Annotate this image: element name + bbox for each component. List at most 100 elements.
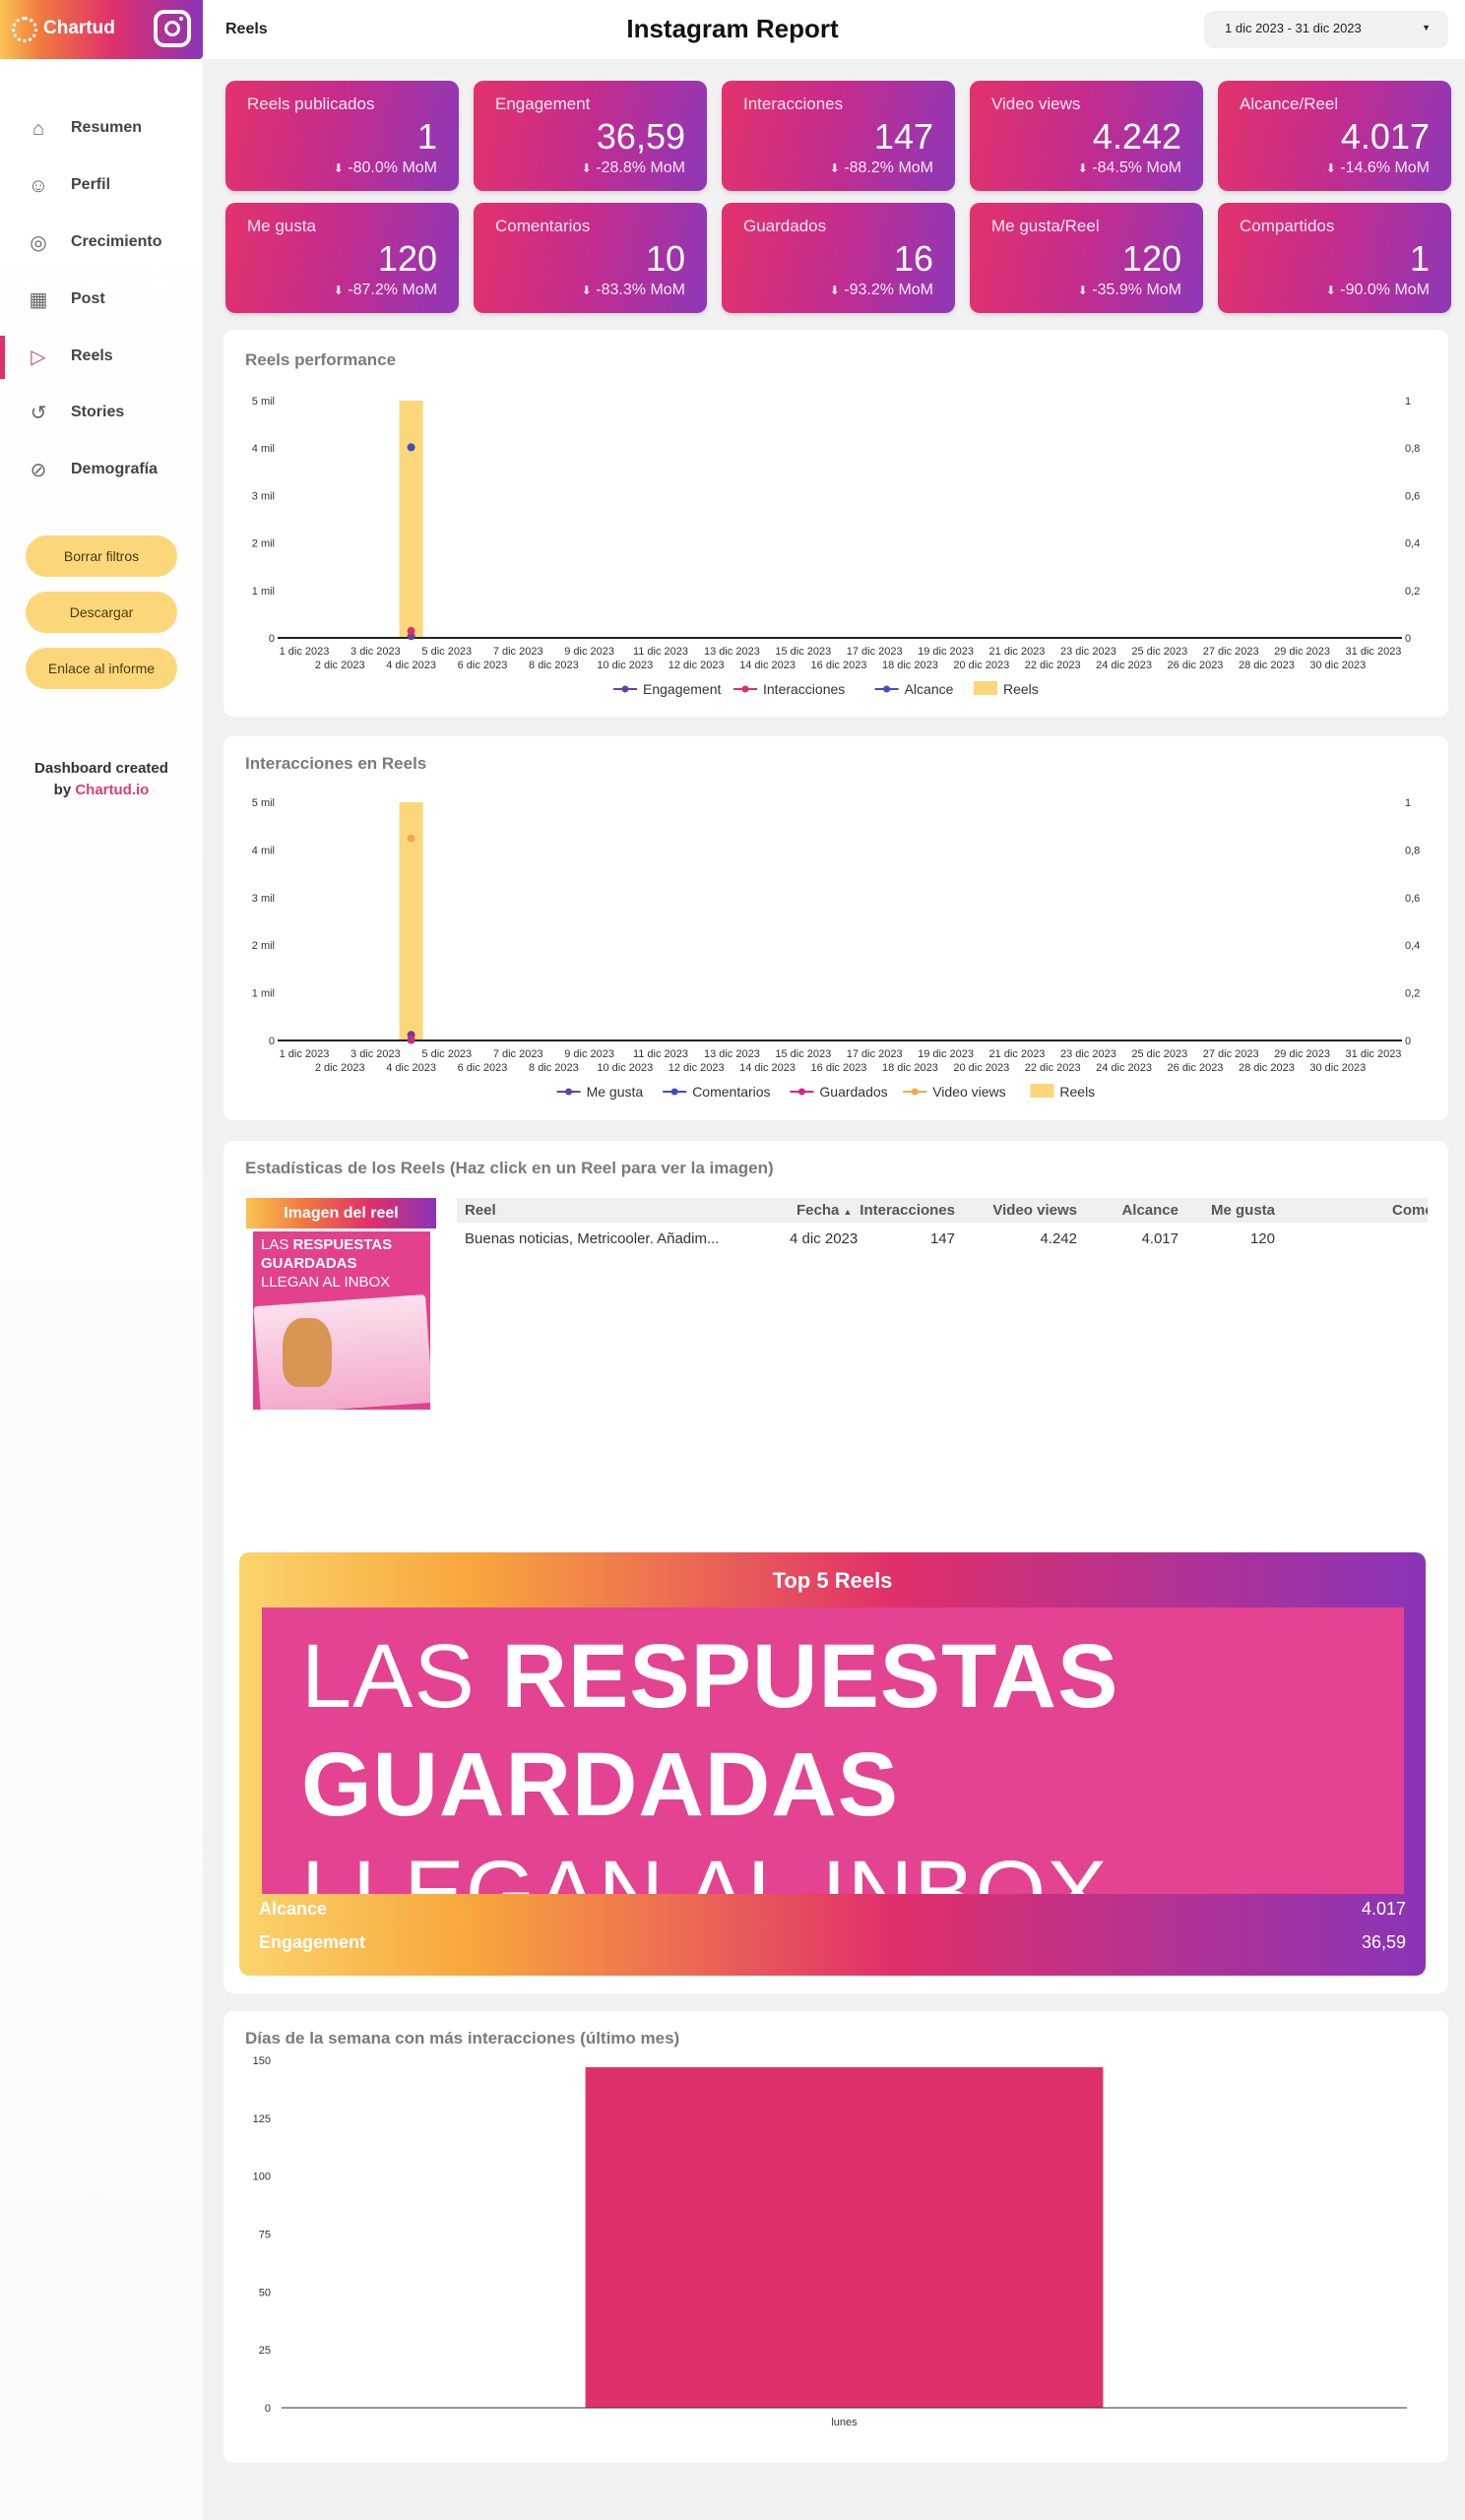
legend-swatch xyxy=(974,681,997,695)
x-tick-label: lunes xyxy=(831,2417,858,2428)
reel-thumbnail[interactable]: LAS RESPUESTAS GUARDADAS LLEGAN AL INBOX xyxy=(253,1231,430,1410)
credit-text: Dashboard created xyxy=(34,760,168,777)
arrow-down-icon: ⬇ xyxy=(829,161,840,175)
kpi-card[interactable]: Me gusta/Reel 120 ⬇ -35.9% MoM xyxy=(970,203,1203,313)
clear-filters-button[interactable]: Borrar filtros xyxy=(26,536,177,577)
reels-performance-chart[interactable]: 0 1 mil 2 mil 3 mil 4 mil 5 mil 0 0,2 0,4 0,6 0,8 1… xyxy=(223,330,1448,717)
col-header-reel[interactable]: Reel xyxy=(465,1202,496,1219)
kpi-card[interactable]: Video views 4.242 ⬇ -84.5% MoM xyxy=(970,81,1203,191)
arrow-down-icon: ⬇ xyxy=(829,284,840,297)
date-range-value: 1 dic 2023 - 31 dic 2023 xyxy=(1225,21,1362,35)
point-alcance xyxy=(407,443,415,452)
y-right-tick-label: 0,2 xyxy=(1405,988,1420,1000)
x-tick-label: 4 dic 2023 xyxy=(386,1062,436,1074)
cell-interacciones: 147 xyxy=(929,1230,955,1247)
image-text: LLEGAN AL INBOX xyxy=(301,1843,1109,1894)
kpi-mom-value: -90.0% MoM xyxy=(1340,282,1430,298)
kpi-value: 1 xyxy=(416,116,437,157)
dog-image xyxy=(283,1318,332,1387)
kpi-card[interactable]: Interacciones 147 ⬇ -88.2% MoM xyxy=(722,81,955,191)
point-guardados xyxy=(407,1036,415,1044)
sidebar-item-crecimiento[interactable]: ◎ Crecimiento xyxy=(0,221,203,265)
x-tick-label: 20 dic 2023 xyxy=(953,1062,1009,1074)
cell-reel[interactable]: Buenas noticias, Metricooler. Añadim... xyxy=(465,1230,720,1247)
kpi-value: 16 xyxy=(893,238,933,279)
kpi-card[interactable]: Reels publicados 1 ⬇ -80.0% MoM xyxy=(225,81,459,191)
top5-reels-card[interactable]: Top 5 Reels LAS RESPUESTAS GUARDADAS LLE… xyxy=(239,1552,1426,1976)
y-tick-label: 25 xyxy=(259,2345,271,2357)
y-left-tick-label: 5 mil xyxy=(252,396,275,408)
report-link-button[interactable]: Enlace al informe xyxy=(26,648,177,689)
x-tick-label: 10 dic 2023 xyxy=(597,660,653,671)
page-title: Instagram Report xyxy=(626,14,839,43)
x-tick-label: 28 dic 2023 xyxy=(1239,660,1295,671)
kpi-card[interactable]: Compartidos 1 ⬇ -90.0% MoM xyxy=(1218,203,1451,313)
weekday-interactions-chart[interactable]: 0 25 50 75 100 125 150 lunes xyxy=(223,2011,1448,2463)
kpi-card[interactable]: Comentarios 10 ⬇ -83.3% MoM xyxy=(474,203,707,313)
kpi-value: 1 xyxy=(1409,238,1430,279)
y-tick-label: 100 xyxy=(253,2172,271,2183)
table-title: Estadísticas de los Reels (Haz click en … xyxy=(245,1159,774,1177)
arrow-down-icon: ⬇ xyxy=(1077,161,1088,175)
y-right-tick-label: 0 xyxy=(1405,633,1411,645)
col-header-me-gusta[interactable]: Me gusta xyxy=(1210,1202,1275,1219)
x-tick-label: 1 dic 2023 xyxy=(280,646,330,658)
legend-marker xyxy=(883,685,891,693)
x-tick-label: 16 dic 2023 xyxy=(811,1062,867,1074)
col-header-alcance[interactable]: Alcance xyxy=(1121,1202,1178,1219)
x-tick-label: 2 dic 2023 xyxy=(315,1062,365,1074)
x-tick-label: 12 dic 2023 xyxy=(669,1062,725,1074)
legend-label: Guardados xyxy=(819,1084,887,1100)
reel-image-card[interactable]: Imagen del reel LAS RESPUESTAS GUARDADAS… xyxy=(246,1198,436,1410)
download-button[interactable]: Descargar xyxy=(26,592,177,633)
col-header-interacciones[interactable]: Interacciones xyxy=(860,1202,955,1219)
chartud-link[interactable]: Chartud.io xyxy=(75,782,150,798)
bar-reels xyxy=(399,401,423,638)
y-left-tick-label: 0 xyxy=(269,633,275,645)
sidebar-item-demografia[interactable]: ⊘ Demografía xyxy=(0,449,203,492)
x-tick-label: 18 dic 2023 xyxy=(882,1062,938,1074)
thumb-text: LAS xyxy=(261,1236,289,1253)
sidebar-item-label: Stories xyxy=(71,404,125,420)
kpi-card[interactable]: Me gusta 120 ⬇ -87.2% MoM xyxy=(225,203,459,313)
x-tick-label: 19 dic 2023 xyxy=(918,1048,974,1060)
kpi-mom-value: -93.2% MoM xyxy=(844,282,933,298)
instagram-icon xyxy=(154,10,191,47)
sidebar-item-reels[interactable]: ▷ Reels xyxy=(0,336,203,379)
sidebar-item-resumen[interactable]: ⌂ Resumen xyxy=(0,107,203,151)
phone-mockup-image xyxy=(253,1294,430,1410)
x-tick-label: 23 dic 2023 xyxy=(1060,646,1116,658)
sidebar-item-post[interactable]: ▦ Post xyxy=(0,279,203,322)
kpi-card[interactable]: Engagement 36,59 ⬇ -28.8% MoM xyxy=(474,81,707,191)
x-tick-label: 3 dic 2023 xyxy=(350,1048,401,1060)
chartud-logo[interactable]: Chartud xyxy=(0,0,203,59)
x-tick-label: 29 dic 2023 xyxy=(1274,1048,1330,1060)
legend-label: Reels xyxy=(1059,1084,1095,1100)
x-tick-label: 30 dic 2023 xyxy=(1309,1062,1366,1074)
sidebar-item-stories[interactable]: ↺ Stories xyxy=(0,392,203,435)
y-right-tick-label: 1 xyxy=(1405,396,1411,408)
date-range-picker[interactable]: 1 dic 2023 - 31 dic 2023 ▼ xyxy=(1204,11,1448,48)
kpi-label: Guardados xyxy=(743,217,827,235)
col-header-fecha[interactable]: Fecha ▲ xyxy=(796,1198,852,1223)
col-header-video-views[interactable]: Video views xyxy=(992,1202,1077,1219)
legend-label: Comentarios xyxy=(692,1084,770,1100)
top5-reel-image[interactable]: LAS RESPUESTAS GUARDADAS LLEGAN AL INBOX xyxy=(262,1607,1404,1894)
legend-swatch xyxy=(1030,1084,1054,1098)
x-tick-label: 1 dic 2023 xyxy=(280,1048,330,1060)
kpi-card[interactable]: Guardados 16 ⬇ -93.2% MoM xyxy=(722,203,955,313)
y-left-tick-label: 1 mil xyxy=(252,586,275,598)
y-left-tick-label: 5 mil xyxy=(252,797,275,809)
credit-by: by xyxy=(53,782,72,798)
metric-value: 4.017 xyxy=(1361,1899,1406,1919)
col-header-comentarios[interactable]: Come xyxy=(1392,1202,1428,1219)
x-tick-label: 29 dic 2023 xyxy=(1274,646,1330,658)
chartud-logo-icon xyxy=(12,17,37,42)
kpi-card[interactable]: Alcance/Reel 4.017 ⬇ -14.6% MoM xyxy=(1218,81,1451,191)
sidebar-item-label: Reels xyxy=(71,347,113,364)
y-left-tick-label: 3 mil xyxy=(252,893,275,905)
interacciones-reels-chart[interactable]: 0 1 mil 2 mil 3 mil 4 mil 5 mil 0 0,2 0,4 0,6 0,8 1… xyxy=(223,736,1448,1120)
kpi-value: 120 xyxy=(377,238,437,279)
home-icon: ⌂ xyxy=(32,118,45,140)
sidebar-item-perfil[interactable]: ☺ Perfil xyxy=(0,164,203,208)
